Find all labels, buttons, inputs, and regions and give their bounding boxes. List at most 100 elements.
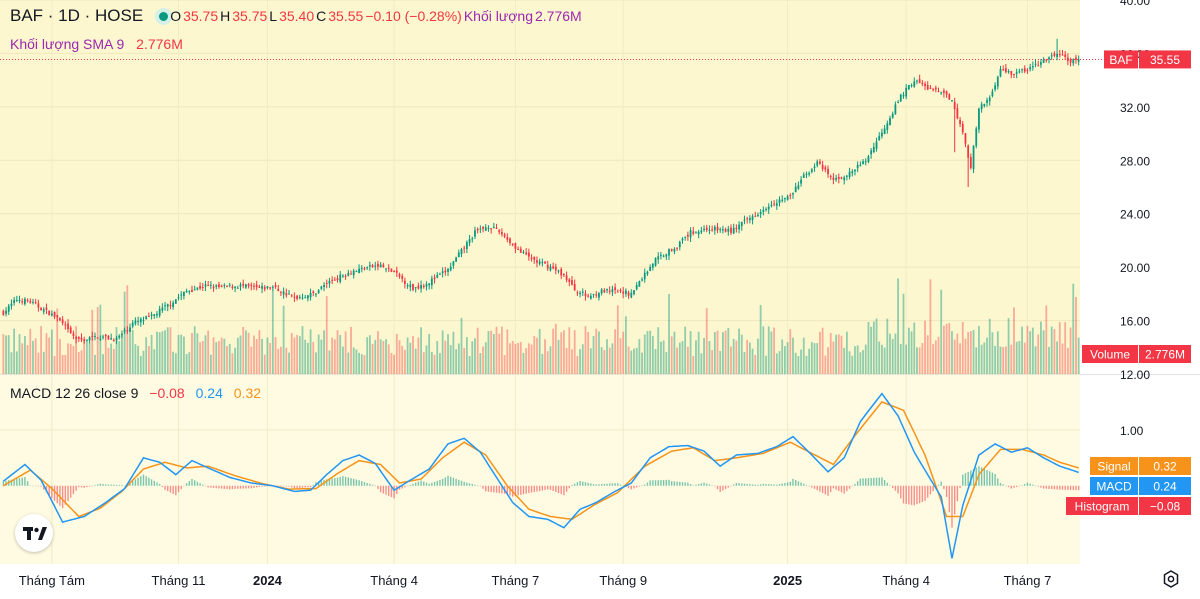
time-tick-label: Tháng 7 xyxy=(1004,573,1052,588)
volume-bar xyxy=(686,346,689,374)
histogram-bar xyxy=(51,485,53,499)
volume-bar xyxy=(247,332,250,374)
histogram-bar xyxy=(253,485,255,488)
volume-bar xyxy=(646,331,649,374)
candle-body xyxy=(1061,54,1064,56)
settings-gear-icon[interactable] xyxy=(1162,570,1180,588)
volume-bar xyxy=(953,339,956,374)
volume-bar xyxy=(13,328,16,374)
candle-body xyxy=(819,161,821,164)
candle-body xyxy=(449,266,452,271)
histogram-bar xyxy=(700,483,703,486)
histogram-bar xyxy=(716,485,719,490)
histogram-bar xyxy=(204,485,207,487)
candle-body xyxy=(72,333,75,336)
histogram-layer xyxy=(2,466,1080,528)
volume-bar xyxy=(288,352,290,374)
candle-body xyxy=(754,215,757,217)
candle-body xyxy=(32,301,34,303)
candle-body xyxy=(913,81,916,87)
histogram-bar xyxy=(425,482,428,486)
histogram-badge: Histogram −0.08 xyxy=(1066,497,1191,515)
volume-bar xyxy=(525,348,528,374)
volume-bar xyxy=(29,328,32,374)
volume-bar xyxy=(180,334,183,374)
volume-bar xyxy=(792,337,794,374)
histogram-bar xyxy=(768,484,770,486)
volume-bar xyxy=(107,347,110,374)
candle-body xyxy=(902,94,905,97)
candle-body xyxy=(700,230,703,233)
candle-body xyxy=(1058,54,1061,56)
volume-bar xyxy=(916,347,918,374)
macd-tick-label: 1.00 xyxy=(1120,424,1144,438)
candle-body xyxy=(24,298,26,305)
volume-bar xyxy=(943,325,945,374)
histogram-bar xyxy=(1042,485,1045,489)
candle-body xyxy=(611,289,614,293)
symbol-title[interactable]: BAF · 1D · HOSE xyxy=(10,6,144,25)
histogram-bar xyxy=(652,480,654,486)
volume-bar xyxy=(689,331,692,374)
histogram-bar xyxy=(897,485,899,494)
candle-body xyxy=(770,204,773,207)
candle-body xyxy=(810,169,813,172)
histogram-bar xyxy=(803,483,805,486)
histogram-bar xyxy=(277,485,279,487)
candle-body xyxy=(428,283,431,286)
volume-bar xyxy=(406,337,409,374)
histogram-bar xyxy=(188,481,191,486)
histogram-bar xyxy=(226,485,228,490)
volume-bar xyxy=(1002,346,1005,374)
candle-body xyxy=(298,296,301,298)
candle-body xyxy=(560,268,563,276)
histogram-bar xyxy=(673,481,676,486)
histogram-bar xyxy=(902,485,905,504)
candle-body xyxy=(199,286,201,289)
candle-body xyxy=(867,156,870,162)
volume-bar xyxy=(676,347,678,374)
tradingview-logo-icon[interactable] xyxy=(15,514,53,552)
histogram-bar xyxy=(617,483,619,486)
volume-bar xyxy=(549,346,552,374)
volume-bar xyxy=(1064,322,1067,374)
histogram-bar xyxy=(994,473,996,486)
sma-label[interactable]: Khối lượng SMA 9 xyxy=(10,36,125,52)
volume-bar xyxy=(835,334,838,374)
macd-indicator-label[interactable]: MACD 12 26 close 9 xyxy=(10,385,139,401)
price-badge-name: BAF xyxy=(1109,53,1132,67)
candle-body xyxy=(907,85,910,90)
histogram-bar xyxy=(856,481,859,486)
candle-body xyxy=(786,196,789,200)
candle-body xyxy=(80,337,83,340)
histogram-bar xyxy=(517,485,519,496)
histogram-bar xyxy=(309,485,312,488)
candle-body xyxy=(112,340,115,342)
candle-body xyxy=(530,257,533,259)
candle-body xyxy=(775,203,778,206)
volume-bar xyxy=(387,344,390,374)
histogram-bar xyxy=(514,485,517,497)
histogram-bar xyxy=(207,485,209,488)
macd-badge-name-bg xyxy=(1090,477,1138,495)
candle-body xyxy=(215,285,218,287)
volume-bar xyxy=(476,327,479,374)
volume-bar xyxy=(301,326,304,374)
histogram-bar xyxy=(129,482,131,486)
histogram-bar xyxy=(220,485,223,489)
histogram-bar xyxy=(334,478,336,486)
histogram-bar xyxy=(293,485,296,489)
price-badge-value: 35.55 xyxy=(1150,53,1180,67)
market-status-icon[interactable] xyxy=(159,12,169,22)
histogram-bar xyxy=(88,485,91,487)
histogram-bar xyxy=(18,478,21,486)
candle-body xyxy=(94,335,96,337)
volume-bar xyxy=(1053,329,1056,374)
candle-body xyxy=(606,289,608,291)
price-tick-label: 40.00 xyxy=(1120,0,1150,8)
histogram-bar xyxy=(132,480,134,486)
candle-body xyxy=(468,239,471,243)
volume-bar xyxy=(503,355,506,374)
volume-bar xyxy=(614,329,617,374)
